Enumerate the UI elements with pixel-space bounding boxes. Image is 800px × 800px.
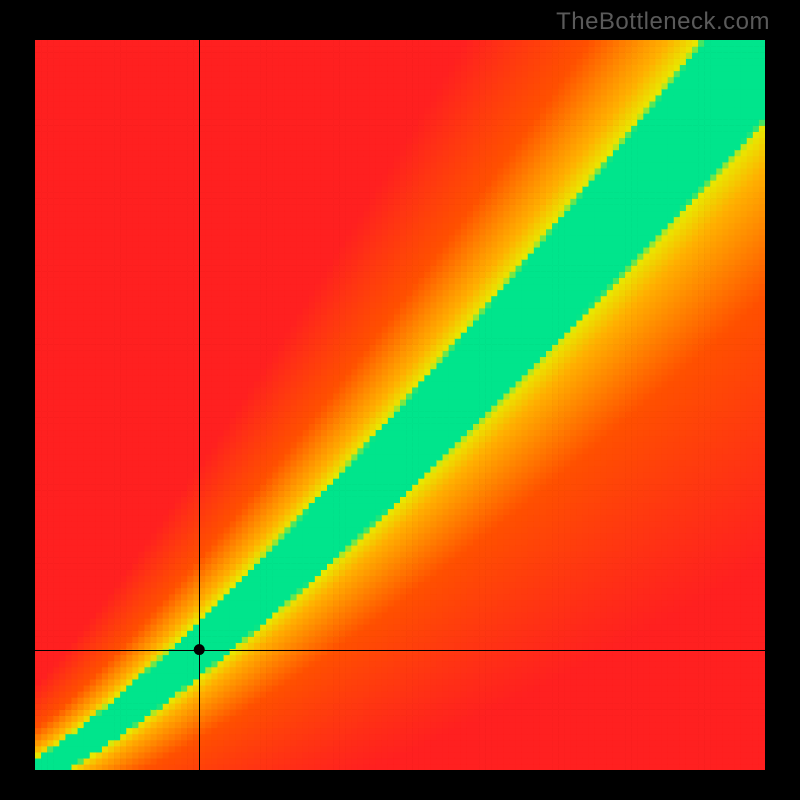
heatmap-canvas: [35, 40, 765, 770]
heatmap-plot: [35, 40, 765, 770]
watermark-text: TheBottleneck.com: [556, 8, 770, 36]
outer-frame: TheBottleneck.com: [0, 0, 800, 800]
